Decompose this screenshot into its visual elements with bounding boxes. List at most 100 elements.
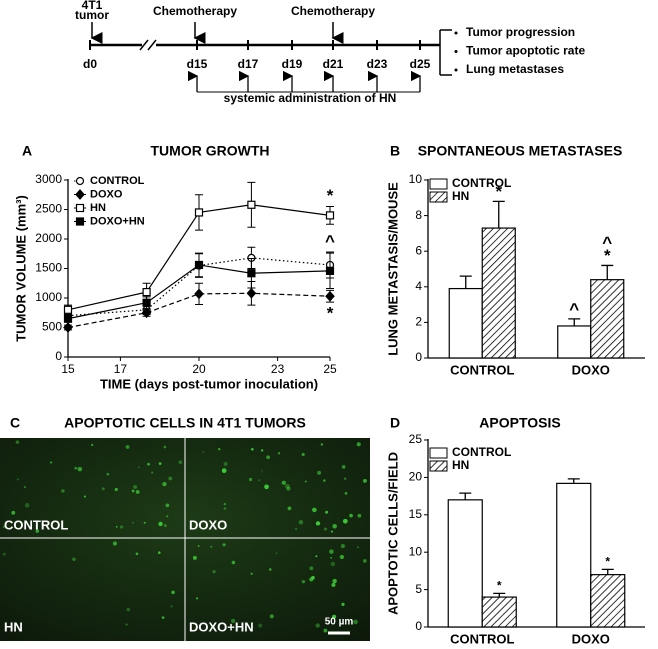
- axis-break: [147, 39, 157, 51]
- cell: [275, 552, 278, 555]
- cell: [115, 526, 118, 528]
- marker: [142, 298, 151, 307]
- cell: [126, 607, 131, 612]
- annotation: *: [605, 555, 610, 569]
- cell: [165, 503, 170, 508]
- cell: [312, 507, 317, 513]
- day-label: d17: [238, 57, 259, 71]
- cell: [249, 477, 253, 482]
- bar: [447, 499, 483, 628]
- error-bar: [459, 492, 472, 500]
- y-tick-label: 25: [409, 432, 423, 446]
- legend-swatch: [429, 178, 448, 190]
- cell: [269, 614, 274, 619]
- cell: [304, 480, 307, 483]
- annotation: *: [604, 246, 611, 265]
- cell: [2, 525, 6, 528]
- outcome-label: Tumor apoptotic rate: [466, 44, 585, 58]
- cell: [135, 552, 139, 556]
- legend-label: CONTROL: [452, 445, 511, 459]
- panel-label: A: [22, 143, 32, 159]
- annotation: *: [497, 579, 502, 593]
- image-label: CONTROL: [4, 517, 68, 532]
- y-tick-label: 4: [415, 279, 422, 293]
- cell: [332, 523, 337, 529]
- cell: [131, 489, 135, 493]
- cell: [362, 559, 367, 563]
- cell: [61, 489, 65, 493]
- cell: [332, 614, 337, 619]
- cell: [24, 486, 26, 488]
- cell: [277, 452, 281, 455]
- y-tick-label: 5: [415, 582, 422, 596]
- cell: [287, 506, 292, 511]
- cell: [323, 527, 328, 531]
- cell: [320, 443, 324, 446]
- marker: [247, 200, 256, 209]
- cell: [77, 466, 83, 472]
- y-tick-label: 1000: [35, 290, 62, 304]
- series-line: [67, 257, 331, 317]
- day-label: d19: [282, 57, 303, 71]
- error-bar: [568, 318, 581, 326]
- y-tick-label: 0: [55, 349, 62, 363]
- cell: [210, 545, 213, 548]
- marker: [194, 260, 204, 270]
- legend-swatch: [429, 460, 448, 472]
- cell: [11, 510, 16, 515]
- cell: [133, 485, 138, 489]
- cell: [16, 478, 19, 481]
- cell: [137, 466, 140, 469]
- cell: [349, 513, 353, 518]
- cell: [317, 470, 322, 475]
- legend-label: HN: [452, 458, 469, 472]
- x-axis-label: TIME (days post-tumor inoculation): [100, 376, 318, 391]
- marker: [63, 305, 73, 314]
- legend-swatch: [429, 191, 448, 203]
- day-label: d23: [367, 57, 388, 71]
- x-tick-label: DOXO: [572, 362, 610, 377]
- x-tick-label: 25: [323, 362, 337, 376]
- cell: [223, 507, 227, 510]
- cell: [212, 570, 216, 574]
- annotation: *: [495, 182, 502, 201]
- cell: [250, 572, 253, 575]
- cell: [49, 461, 53, 464]
- bullet: [454, 31, 458, 35]
- cell: [323, 479, 326, 482]
- cell: [119, 525, 124, 529]
- legend-label: HN: [90, 202, 106, 214]
- legend-label: DOXO+HN: [90, 215, 145, 227]
- cell: [281, 480, 287, 485]
- chart: A TUMOR GROWTH TUMOR VOLUME (mm³) 0 500 1000 1…: [13, 143, 337, 392]
- cell: [298, 519, 304, 525]
- cell: [164, 524, 167, 527]
- cell: [158, 551, 161, 554]
- cell: [125, 623, 128, 626]
- bar: [557, 325, 592, 359]
- bar: [556, 482, 592, 628]
- legend-label: CONTROL: [90, 175, 145, 187]
- cell: [135, 490, 140, 494]
- day-label: d25: [410, 57, 431, 71]
- bar: [481, 596, 517, 628]
- cell: [114, 487, 118, 492]
- y-tick-label: 8: [415, 208, 422, 222]
- marker: [325, 266, 335, 275]
- y-axis-label: LUNG METASTASIS/MOUSE: [385, 182, 400, 356]
- image-label: DOXO+HN: [189, 619, 254, 634]
- cell: [171, 590, 175, 595]
- y-tick-label: 3000: [35, 172, 62, 186]
- x-tick-label: CONTROL: [450, 631, 514, 646]
- x-tick-label: DOXO: [572, 631, 610, 646]
- error-bar: [601, 264, 614, 280]
- cell: [353, 619, 358, 625]
- y-tick-label: 2500: [35, 202, 62, 216]
- cell: [147, 462, 150, 466]
- cell: [72, 557, 76, 561]
- image-label: HN: [4, 619, 23, 634]
- cell: [221, 468, 227, 474]
- legend-label: HN: [452, 189, 469, 203]
- start-label: 4T1: [82, 0, 103, 12]
